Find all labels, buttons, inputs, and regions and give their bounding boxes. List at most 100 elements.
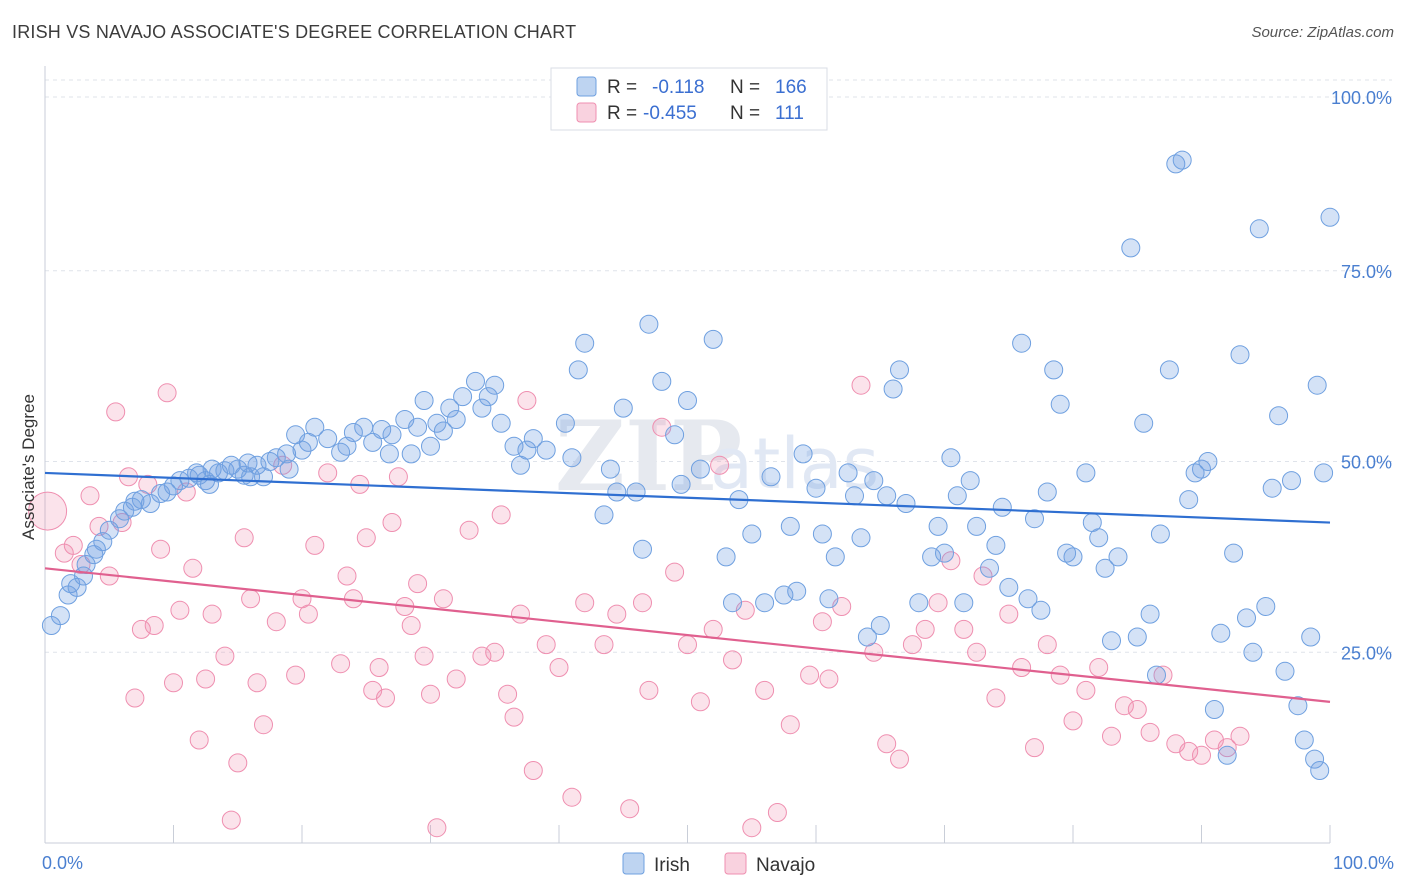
irish-point xyxy=(382,425,402,445)
irish-trend-line xyxy=(44,471,1331,524)
irish-point xyxy=(1063,547,1083,567)
navajo-point xyxy=(221,810,241,830)
irish-point xyxy=(575,333,595,353)
navajo-point xyxy=(511,604,530,624)
irish-point xyxy=(1037,482,1057,502)
navajo-point xyxy=(388,467,408,487)
navajo-point xyxy=(254,715,273,735)
irish-point xyxy=(607,482,627,502)
navajo-point xyxy=(106,402,126,422)
irish-point xyxy=(466,371,485,391)
legend-navajo-n-label: N = xyxy=(730,103,760,124)
navajo-point xyxy=(1037,635,1057,655)
irish-point xyxy=(343,423,363,442)
navajo-point xyxy=(800,665,820,685)
axes xyxy=(44,66,1331,844)
irish-point xyxy=(594,505,614,525)
irish-point xyxy=(1121,238,1141,258)
irish-point xyxy=(1076,463,1096,483)
irish-point xyxy=(93,532,113,552)
y-axis-label: Associate's Degree xyxy=(19,394,38,540)
legend-navajo-r-label: R = xyxy=(607,103,637,124)
irish-point xyxy=(74,566,93,586)
irish-point xyxy=(1134,413,1154,433)
irish-point xyxy=(980,558,999,578)
navajo-point xyxy=(228,753,248,773)
irish-point xyxy=(279,459,299,479)
irish-point xyxy=(238,453,258,473)
navajo-point xyxy=(504,707,524,727)
navajo-point xyxy=(1217,738,1237,758)
navajo-point xyxy=(1114,696,1134,716)
irish-point xyxy=(639,314,659,334)
irish-point xyxy=(1282,471,1301,491)
navajo-point xyxy=(607,604,627,624)
irish-point xyxy=(1031,600,1051,620)
irish-point xyxy=(1044,360,1064,380)
navajo-point xyxy=(1230,726,1250,746)
irish-point xyxy=(1192,459,1211,479)
navajo-point xyxy=(755,680,775,700)
irish-point xyxy=(1166,154,1186,174)
irish-point xyxy=(896,494,916,513)
irish-point xyxy=(50,606,70,626)
navajo-point xyxy=(266,612,286,632)
navajo-point xyxy=(189,730,209,750)
bottom-legend-irish-label: Irish xyxy=(654,855,690,876)
irish-point xyxy=(379,444,399,464)
navajo-point xyxy=(536,635,556,655)
bottom-legend-navajo-label: Navajo xyxy=(756,855,815,876)
navajo-point xyxy=(459,520,479,540)
navajo-point xyxy=(427,818,447,838)
navajo-point xyxy=(331,654,351,674)
x-tick-labels: 0.0% 100.0% xyxy=(42,853,1394,873)
irish-point xyxy=(819,589,839,609)
navajo-point xyxy=(890,749,909,769)
navajo-point xyxy=(369,658,389,677)
navajo-point xyxy=(723,650,742,670)
navajo-point xyxy=(633,593,652,613)
grid-lines xyxy=(45,79,1392,653)
irish-point xyxy=(254,467,273,487)
irish-point xyxy=(909,593,929,613)
irish-point xyxy=(761,467,781,487)
chart-source: Source: ZipAtlas.com xyxy=(1251,24,1394,41)
irish-point xyxy=(1127,627,1147,647)
navajo-point xyxy=(999,604,1019,624)
navajo-point xyxy=(446,669,466,689)
irish-point xyxy=(941,448,961,468)
irish-point xyxy=(1057,543,1077,563)
irish-point xyxy=(1288,696,1308,716)
irish-point xyxy=(1320,207,1340,227)
navajo-point xyxy=(414,646,434,666)
navajo-point xyxy=(575,593,595,613)
irish-point xyxy=(372,420,392,439)
irish-point xyxy=(187,463,207,483)
irish-point xyxy=(703,329,723,349)
y-tick-labels: 25.0% 50.0% 75.0% 100.0% xyxy=(1331,88,1392,663)
irish-point xyxy=(421,436,440,456)
navajo-point xyxy=(812,612,832,632)
navajo-point xyxy=(183,558,203,578)
navajo-point xyxy=(1102,726,1121,746)
irish-point xyxy=(427,413,447,433)
navajo-point xyxy=(967,642,987,662)
irish-point xyxy=(870,616,890,635)
navajo-point xyxy=(928,593,948,613)
navajo-point xyxy=(408,574,428,594)
navajo-point xyxy=(902,635,922,655)
navajo-point xyxy=(973,566,993,586)
irish-point xyxy=(877,486,897,506)
irish-point xyxy=(555,413,575,433)
irish-point xyxy=(1243,642,1263,662)
navajo-point xyxy=(594,635,614,655)
bottom-legend-irish-swatch xyxy=(622,852,645,875)
irish-point xyxy=(1262,478,1282,498)
navajo-trend-line xyxy=(44,567,1331,703)
navajo-point xyxy=(170,600,190,620)
top-legend: R = -0.118 N = 166 R = -0.455 N = 111 xyxy=(550,67,828,131)
navajo-point xyxy=(28,491,68,531)
irish-point xyxy=(1025,509,1044,529)
irish-point xyxy=(440,398,460,418)
